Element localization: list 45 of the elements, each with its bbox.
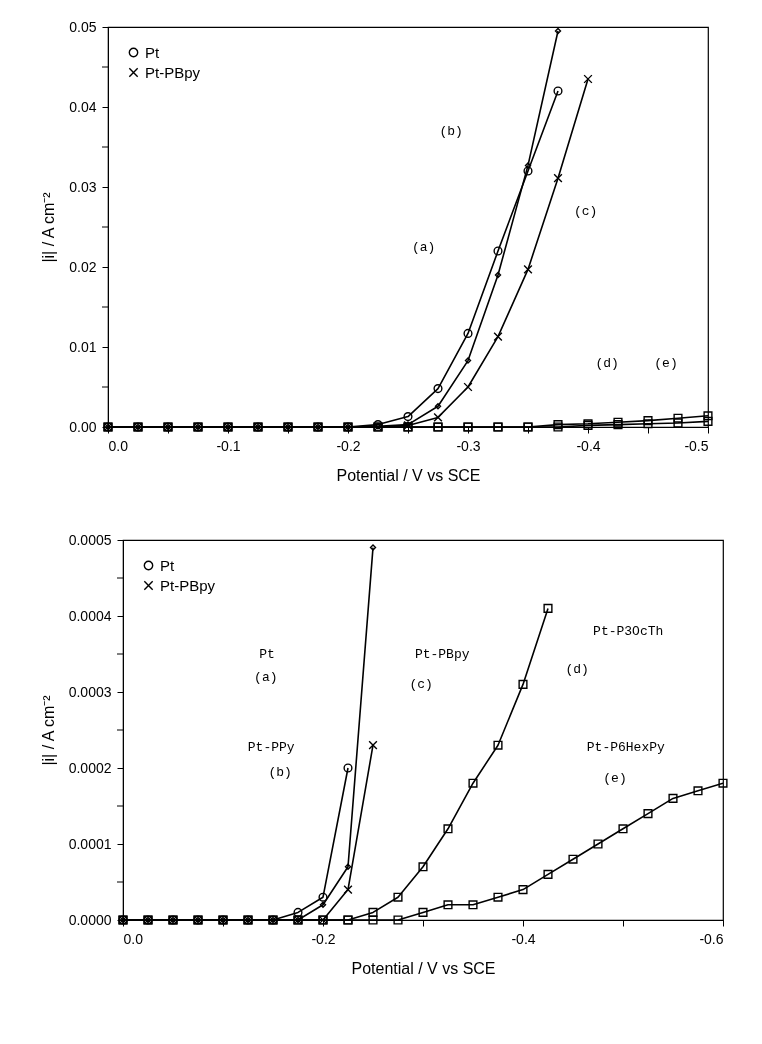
annotation: Pt-PPy — [247, 739, 295, 755]
x-tick-label: -0.6 — [699, 930, 724, 947]
annotation: (b) — [268, 764, 292, 780]
y-tick-label: 0.0005 — [68, 531, 112, 548]
legend-label: Pt-PBpy — [145, 63, 201, 81]
annotation: (a) — [254, 669, 278, 685]
x-tick-label: -0.1 — [216, 437, 241, 454]
y-axis-title: |i| / A cm⁻² — [40, 191, 58, 263]
x-tick-label: -0.3 — [456, 437, 481, 454]
x-tick-label: -0.2 — [336, 437, 361, 454]
legend-label: Pt-PBpy — [160, 576, 216, 594]
annotation: Pt-P3OcTh — [593, 624, 664, 640]
y-tick-label: 0.03 — [69, 178, 97, 195]
annotation: Pt-P6HexPy — [586, 739, 665, 755]
y-tick-label: 0.0004 — [68, 607, 112, 624]
annotation: Pt-PBpy — [414, 647, 470, 662]
y-tick-label: 0.05 — [69, 18, 97, 35]
annotation: (d) — [595, 356, 619, 371]
annotation: (b) — [439, 124, 463, 139]
y-tick-label: 0.00 — [69, 418, 97, 435]
y-tick-label: 0.01 — [69, 338, 97, 355]
x-tick-label: -0.4 — [511, 930, 536, 947]
y-axis-title: |i| / A cm⁻² — [39, 694, 57, 766]
x-tick-label: -0.5 — [684, 437, 709, 454]
x-tick-label: -0.4 — [576, 437, 601, 454]
x-tick-label: 0.0 — [108, 437, 129, 454]
x-tick-label: -0.2 — [311, 930, 336, 947]
annotation: (a) — [411, 240, 436, 255]
annotation: (e) — [654, 356, 678, 371]
annotation: Pt — [259, 647, 275, 662]
x-axis-title: Potential / V vs SCE — [351, 959, 496, 977]
annotation: (c) — [409, 677, 433, 693]
y-tick-label: 0.0001 — [68, 835, 112, 852]
y-tick-label: 0.04 — [69, 98, 97, 115]
x-tick-label: 0.0 — [123, 930, 144, 947]
y-tick-label: 0.0000 — [68, 911, 112, 928]
x-axis-title: Potential / V vs SCE — [336, 466, 481, 484]
annotation: (d) — [565, 662, 589, 678]
annotation: (e) — [603, 770, 627, 786]
y-tick-label: 0.02 — [69, 258, 97, 275]
annotation: (c) — [573, 204, 598, 219]
legend-label: Pt — [145, 43, 160, 61]
y-tick-label: 0.0003 — [68, 683, 112, 700]
legend-label: Pt — [160, 556, 175, 574]
y-tick-label: 0.0002 — [68, 759, 112, 776]
